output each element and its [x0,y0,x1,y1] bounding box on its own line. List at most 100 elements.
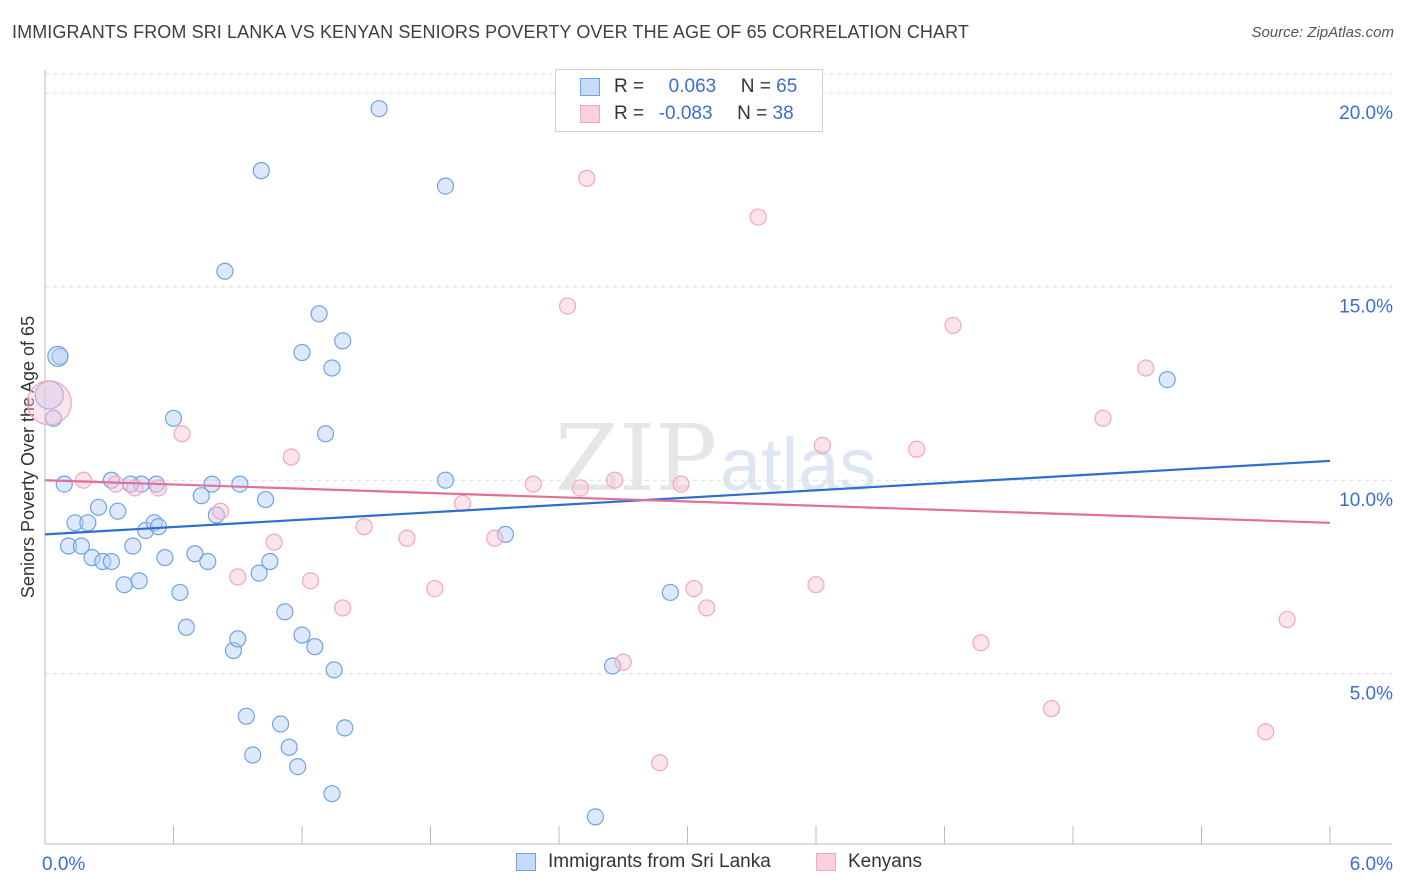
series-kenyans-points [26,169,1296,772]
data-point [130,572,148,590]
data-point [316,425,335,443]
data-point [651,754,669,772]
watermark-zip: ZIP [555,405,717,512]
data-point [282,448,300,466]
data-point [289,757,307,776]
data-point [26,380,72,426]
data-point [203,475,221,493]
data-point [972,634,990,652]
data-point [486,529,504,547]
series-legend-kenyans: Kenyans [816,851,922,873]
data-point [306,638,324,656]
data-point [323,359,341,377]
data-point [334,599,352,617]
data-point [216,262,234,280]
data-point [124,537,142,555]
series-name-kenyans: Kenyans [848,851,922,872]
legend-swatch-blue [580,78,600,96]
y-tick-label: 20.0% [1339,103,1393,124]
data-point [47,345,69,367]
data-point [199,552,217,571]
data-point [276,603,294,621]
data-point [212,502,230,520]
correlation-legend: R = 0.063 N = 65 R = -0.083 N = 38 [555,69,823,132]
data-point [323,785,341,803]
series-swatch-pink [816,853,836,871]
data-point [301,572,320,590]
data-point [229,630,247,648]
data-point [1137,359,1155,377]
data-point [398,529,416,547]
data-point [231,475,249,493]
data-point [908,440,926,458]
data-point [944,316,962,335]
data-point [1278,610,1296,629]
data-point [749,208,767,226]
data-point [813,436,832,454]
data-point [229,568,247,586]
chart-title: IMMIGRANTS FROM SRI LANKA VS KENYAN SENI… [12,22,969,42]
data-point [171,583,189,602]
data-point [370,100,388,118]
data-point [436,471,455,489]
data-point [524,475,542,493]
data-point [173,425,191,443]
chart-source: Source: ZipAtlas.com [1251,24,1394,41]
y-axis-label: Seniors Poverty Over the Age of 65 [18,316,38,598]
data-point [355,518,373,536]
data-point [72,537,91,555]
data-point [79,514,97,532]
data-point [192,487,210,505]
data-point [807,576,825,594]
data-point [685,579,703,598]
legend-n-value: 65 [776,76,798,97]
data-point [436,177,455,195]
trend-line-sri-lanka [44,459,1331,536]
data-point [325,661,343,679]
data-point [571,479,590,497]
data-point [661,583,679,602]
data-point [293,343,311,362]
legend-swatch-pink [580,105,600,123]
data-point [256,490,275,509]
legend-r-value: -0.083 [658,103,713,124]
data-point [1158,371,1176,389]
data-point [293,626,311,644]
series-swatch-blue [516,853,536,871]
data-point [261,552,279,571]
data-point [237,707,255,725]
data-point [107,475,125,493]
data-point [83,549,101,567]
x-tick-label: 6.0% [1350,854,1393,875]
data-point [102,552,120,571]
series-legend-sri-lanka: Immigrants from Sri Lanka [516,851,771,873]
data-point [426,579,444,598]
data-point [1094,409,1112,427]
data-point [606,471,624,489]
y-tick-label: 5.0% [1350,684,1393,705]
series-name-sri-lanka: Immigrants from Sri Lanka [548,851,771,872]
legend-n-label: N = [740,76,771,97]
data-point [578,169,596,187]
data-point [334,332,352,350]
data-point [603,657,622,675]
trend-line-kenyans [44,479,1331,524]
data-point [454,494,472,513]
y-tick-label: 10.0% [1339,490,1393,511]
legend-n-label: N = [737,103,768,124]
data-point [496,525,515,544]
data-point [1257,723,1275,741]
data-point [55,475,73,493]
data-point [614,653,632,671]
data-point [558,297,577,315]
data-point [44,409,63,427]
data-point [672,475,690,493]
data-point [265,533,283,551]
data-point [586,808,605,826]
data-point [59,537,78,555]
data-point [271,715,290,733]
legend-n-value: 38 [772,103,794,124]
legend-r-value: 0.063 [668,76,717,97]
data-point [164,409,183,427]
